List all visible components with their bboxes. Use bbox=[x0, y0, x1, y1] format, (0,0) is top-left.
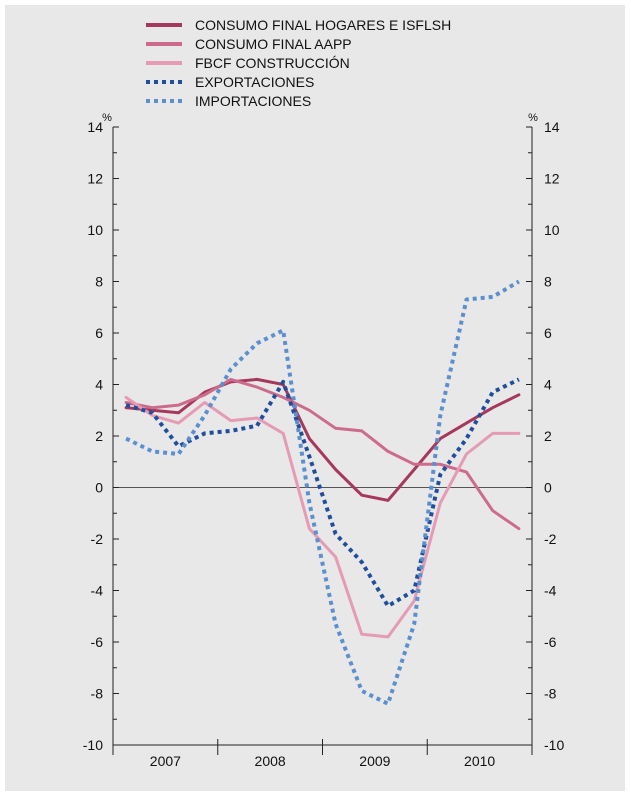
y-tick-label-right: -4 bbox=[544, 583, 557, 599]
y-tick-label-right: -6 bbox=[544, 634, 557, 650]
y-tick-label-right: 12 bbox=[544, 171, 560, 187]
legend: CONSUMO FINAL HOGARES E ISFLSH CONSUMO FI… bbox=[146, 17, 451, 109]
y-tick-label-right: -10 bbox=[544, 737, 564, 753]
y-tick-label-left: -6 bbox=[91, 634, 104, 650]
y-tick-label-left: -2 bbox=[91, 531, 104, 547]
y-tick-label-left: 0 bbox=[95, 480, 103, 496]
legend-label: CONSUMO FINAL AAPP bbox=[195, 36, 352, 52]
y-tick-label-left: 10 bbox=[87, 222, 103, 238]
y-tick-label-left: 12 bbox=[87, 171, 103, 187]
axes: 14 14 12 12 10 10 8 8 6 6 4 4 2 2 0 0 -2 -2 -4 -4 -6 -6 -8 -8 -1… bbox=[83, 112, 565, 769]
y-tick-label-right: 0 bbox=[544, 480, 552, 496]
y-tick-label-left: 4 bbox=[95, 377, 103, 393]
series-line bbox=[124, 377, 521, 502]
series-lines bbox=[124, 279, 521, 706]
series-line bbox=[124, 377, 521, 531]
y-tick-label-right: 6 bbox=[544, 325, 552, 341]
y-tick-label-left: 8 bbox=[95, 274, 103, 290]
y-tick-label-left: 14 bbox=[87, 119, 103, 135]
y-tick-label-left: -10 bbox=[83, 737, 103, 753]
series-line bbox=[125, 377, 520, 608]
legend-label: FBCF CONSTRUCCIÓN bbox=[195, 55, 350, 71]
legend-label: EXPORTACIONES bbox=[195, 74, 314, 90]
legend-label: CONSUMO FINAL HOGARES E ISFLSH bbox=[195, 17, 451, 33]
y-tick-label-left: 6 bbox=[95, 325, 103, 341]
y-tick-label-right: -2 bbox=[544, 531, 557, 547]
legend-label: IMPORTACIONES bbox=[195, 93, 311, 109]
x-tick-label: 2010 bbox=[464, 753, 495, 769]
y-tick-label-left: 2 bbox=[95, 428, 103, 444]
y-tick-label-right: 8 bbox=[544, 274, 552, 290]
x-tick-label: 2009 bbox=[359, 753, 390, 769]
x-tick-label: 2008 bbox=[255, 753, 286, 769]
y-unit-label-left: % bbox=[102, 112, 112, 124]
y-tick-label-left: -4 bbox=[91, 583, 104, 599]
y-tick-label-right: 2 bbox=[544, 428, 552, 444]
x-tick-label: 2007 bbox=[150, 753, 181, 769]
y-tick-label-right: 14 bbox=[544, 119, 560, 135]
y-tick-label-left: -8 bbox=[91, 686, 104, 702]
chart-background bbox=[5, 5, 625, 791]
y-tick-label-right: 4 bbox=[544, 377, 552, 393]
series-line bbox=[125, 279, 520, 706]
y-unit-label-right: % bbox=[528, 112, 538, 124]
series-line bbox=[124, 395, 521, 639]
y-tick-label-right: -8 bbox=[544, 686, 557, 702]
y-tick-label-right: 10 bbox=[544, 222, 560, 238]
